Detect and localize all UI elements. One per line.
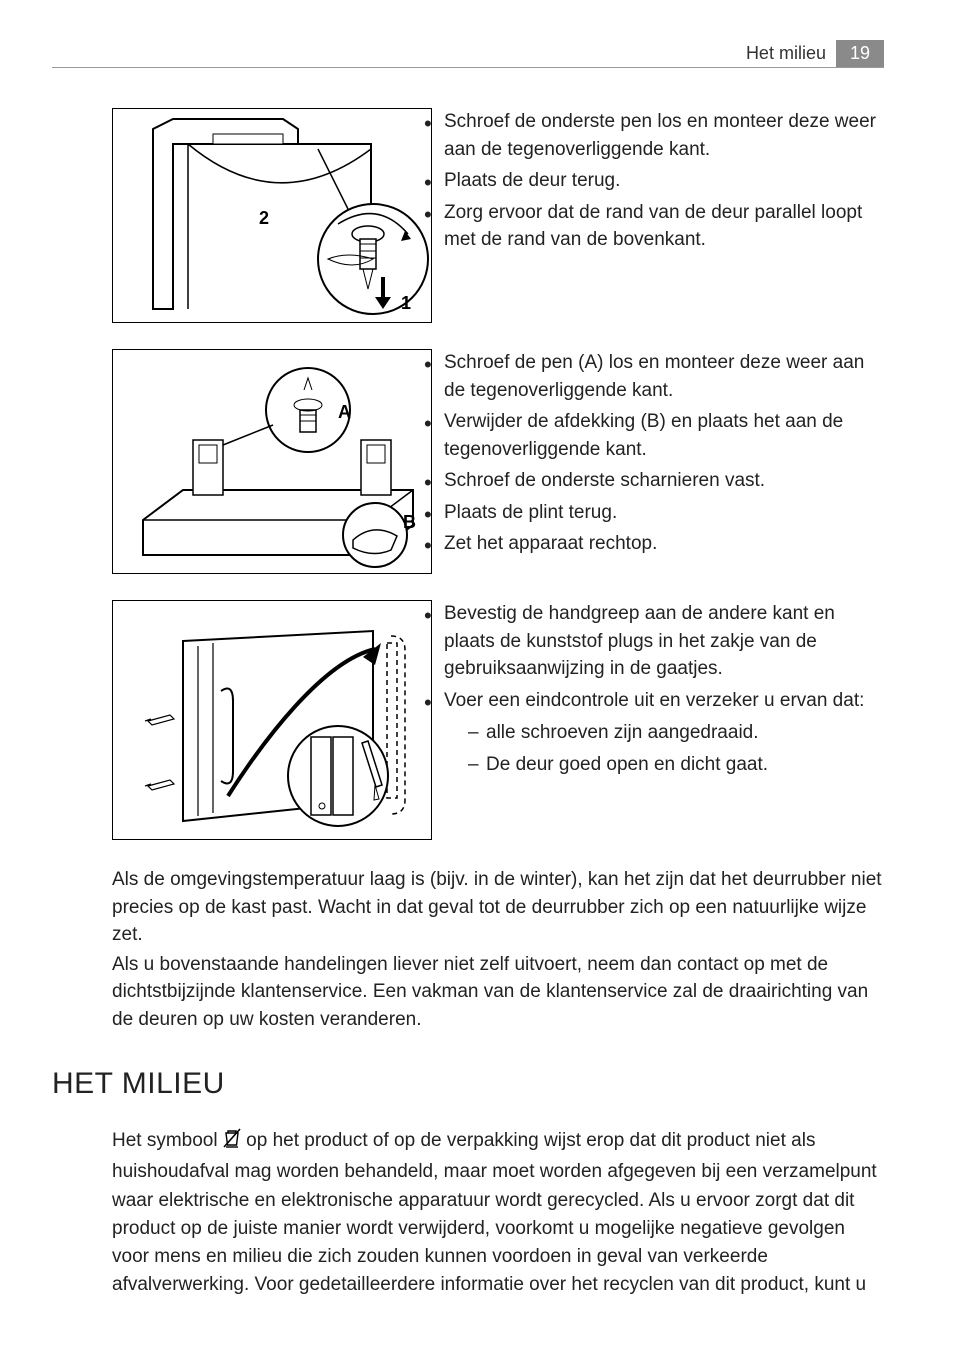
- list-item: Plaats de plint terug.: [422, 499, 884, 527]
- section-3-bullets: Bevestig de handgreep aan de andere kant…: [422, 600, 884, 779]
- list-item: Schroef de onderste pen los en monteer d…: [422, 108, 884, 163]
- section-2: A B Schroef de pen (A) los en monteer de…: [52, 349, 884, 582]
- environment-paragraph: Het symbool op het product of op de verp…: [52, 1127, 884, 1299]
- sub-list-item: De deur goed open en dicht gaat.: [468, 750, 884, 779]
- figure-1-column: 1 2: [52, 108, 392, 331]
- section-1-bullets: Schroef de onderste pen los en monteer d…: [422, 108, 884, 254]
- section-3-sub-bullets: alle schroeven zijn aangedraaid. De deur…: [444, 718, 884, 779]
- section-3: Bevestig de handgreep aan de andere kant…: [52, 600, 884, 848]
- env-prefix: Het symbool: [112, 1130, 223, 1151]
- list-item: Schroef de pen (A) los en monteer deze w…: [422, 349, 884, 404]
- figure-1-label-2: 2: [259, 208, 269, 228]
- section-heading: HET MILIEU: [52, 1067, 884, 1101]
- list-item: Zorg ervoor dat de rand van de deur para…: [422, 199, 884, 254]
- section-2-text: Schroef de pen (A) los en monteer deze w…: [392, 349, 884, 582]
- figure-1-svg: 1 2: [113, 109, 433, 324]
- list-item-text: Voer een eindcontrole uit en verzeker u …: [444, 690, 864, 711]
- sub-list-item: alle schroeven zijn aangedraaid.: [468, 718, 884, 747]
- header-title: Het milieu: [746, 43, 826, 64]
- list-item: Schroef de onderste scharnieren vast.: [422, 467, 884, 495]
- recycle-bin-icon: [223, 1127, 241, 1158]
- section-1: 1 2 Schroef de onderste pen los en monte…: [52, 108, 884, 331]
- page: Het milieu 19: [0, 0, 954, 1352]
- section-2-bullets: Schroef de pen (A) los en monteer deze w…: [422, 349, 884, 558]
- figure-2-column: A B: [52, 349, 392, 582]
- figure-3: [112, 600, 432, 840]
- paragraph-2: Als u bovenstaande handelingen liever ni…: [52, 951, 884, 1034]
- section-1-text: Schroef de onderste pen los en monteer d…: [392, 108, 884, 331]
- figure-3-svg: [113, 601, 433, 841]
- figure-1: 1 2: [112, 108, 432, 323]
- list-item: Voer een eindcontrole uit en verzeker u …: [422, 687, 884, 779]
- paragraph-1: Als de omgevingstemperatuur laag is (bij…: [52, 866, 884, 949]
- section-3-text: Bevestig de handgreep aan de andere kant…: [392, 600, 884, 848]
- figure-2-svg: A B: [113, 350, 433, 575]
- page-header: Het milieu 19: [52, 40, 884, 68]
- figure-2-label-a: A: [338, 402, 351, 422]
- list-item: Verwijder de afdekking (B) en plaats het…: [422, 408, 884, 463]
- list-item: Zet het apparaat rechtop.: [422, 530, 884, 558]
- page-number: 19: [836, 40, 884, 67]
- list-item: Plaats de deur terug.: [422, 167, 884, 195]
- figure-3-column: [52, 600, 392, 848]
- list-item: Bevestig de handgreep aan de andere kant…: [422, 600, 884, 683]
- figure-2: A B: [112, 349, 432, 574]
